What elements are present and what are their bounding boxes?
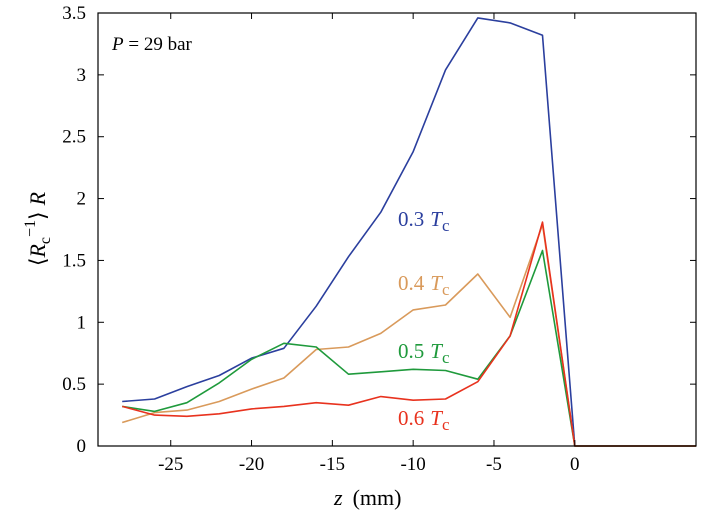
y-tick-label: 3.5 [62,3,86,24]
y-tick-label: 1 [77,312,87,333]
series-label-0.5-tc: 0.5 Tc [398,339,450,367]
x-tick-label: 0 [570,454,580,475]
series-line-0.3-tc [122,17,696,447]
y-tick-label: 2.5 [62,127,86,148]
y-axis-label: ⟨Rc−1⟩R [22,191,54,266]
series-layer [121,17,696,447]
plot-frame [97,12,697,447]
pressure-var: P [111,34,124,55]
y-tick-label: 0.5 [62,374,86,395]
x-tick-label: -20 [239,454,264,475]
x-axis-label: z (mm) [333,485,401,510]
ticks-layer: -25 -20 -15 -10 -5 0 0 0.5 1 1.5 2 2.5 3 3.5 [62,3,696,475]
x-tick-label: -15 [320,454,345,475]
x-tick-label: -10 [400,454,425,475]
series-line-0.6-tc [121,221,696,447]
x-tick-label: -25 [158,454,183,475]
series-line-0.5-tc [122,249,696,447]
series-line-0.4-tc [121,223,696,447]
series-label-0.3-tc: 0.3 Tc [398,207,450,235]
pressure-value: = 29 bar [124,34,193,55]
y-tick-label: 3 [77,65,87,86]
series-label-0.6-tc: 0.6 Tc [398,406,450,434]
y-tick-label: 1.5 [62,250,86,271]
pressure-annotation: P = 29 bar [111,34,193,55]
y-tick-label: 0 [77,436,87,457]
x-tick-label: -5 [486,454,502,475]
y-tick-label: 2 [77,189,87,210]
series-label-0.4-tc: 0.4 Tc [398,271,450,299]
